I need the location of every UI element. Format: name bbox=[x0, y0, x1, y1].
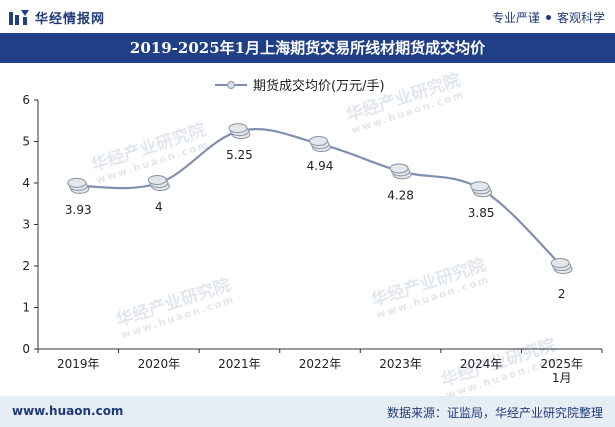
data-point-marker bbox=[147, 175, 167, 185]
x-tick-label: 1月 bbox=[552, 371, 572, 385]
data-point-marker bbox=[67, 177, 87, 188]
y-tick-label: 5 bbox=[22, 135, 30, 149]
x-tick-label: 2019年 bbox=[57, 357, 100, 371]
slogan-left: 专业严谨 bbox=[491, 11, 540, 25]
y-tick-label: 3 bbox=[22, 218, 30, 232]
slogan-right: 客观科学 bbox=[556, 11, 605, 25]
x-tick-label: 2025年 bbox=[540, 357, 583, 371]
chart-title: 2019-2025年1月上海期货交易所线材期货成交均价 bbox=[0, 33, 615, 63]
x-tick-label: 2020年 bbox=[138, 357, 181, 371]
chart-area: 华经产业研究院 www.huaon.com 华经产业研究院 www.huaon.co… bbox=[0, 63, 615, 402]
y-tick-label: 4 bbox=[22, 176, 30, 190]
data-point-marker bbox=[389, 163, 409, 174]
data-label: 4.28 bbox=[387, 188, 414, 202]
slogan: 专业严谨 客观科学 bbox=[492, 9, 605, 26]
y-tick-label: 6 bbox=[22, 93, 30, 107]
footer-url: www.huaon.com bbox=[12, 404, 124, 418]
slogan-dot-icon bbox=[545, 15, 551, 20]
x-tick-label: 2021年 bbox=[218, 357, 261, 371]
x-tick-label: 2023年 bbox=[379, 357, 422, 371]
data-point-marker bbox=[550, 258, 570, 268]
y-tick-label: 0 bbox=[22, 342, 30, 356]
data-point-marker bbox=[309, 135, 328, 146]
legend-marker bbox=[227, 81, 235, 89]
brand-name: 华经情报网 bbox=[35, 12, 106, 27]
data-label: 2 bbox=[558, 287, 566, 301]
data-point-marker bbox=[470, 181, 490, 192]
data-label: 3.85 bbox=[468, 206, 495, 220]
data-label: 3.93 bbox=[65, 203, 92, 217]
brand: 华经情报网 bbox=[9, 8, 105, 27]
data-label: 5.25 bbox=[226, 148, 253, 162]
brand-logo-icon bbox=[9, 9, 29, 25]
footer-source: 数据来源：证监局，华经产业研究院整理 bbox=[386, 406, 603, 420]
legend-label: 期货成交均价(万元/手) bbox=[253, 78, 385, 94]
line-chart: 0 1 2 3 4 5 6 2019年 2020年 2021年 2022年 2023年 2024年 202… bbox=[22, 78, 603, 385]
y-tick-label: 1 bbox=[22, 301, 30, 315]
data-label: 4.94 bbox=[307, 159, 334, 173]
data-point-marker bbox=[228, 123, 248, 134]
top-bar: 华经情报网 专业严谨 客观科学 bbox=[0, 0, 615, 33]
x-tick-label: 2024年 bbox=[460, 357, 503, 371]
footer: www.huaon.com 数据来源：证监局，华经产业研究院整理 bbox=[0, 396, 615, 427]
x-tick-label: 2022年 bbox=[299, 357, 342, 371]
y-tick-label: 2 bbox=[22, 259, 30, 273]
data-label: 4 bbox=[155, 200, 163, 214]
